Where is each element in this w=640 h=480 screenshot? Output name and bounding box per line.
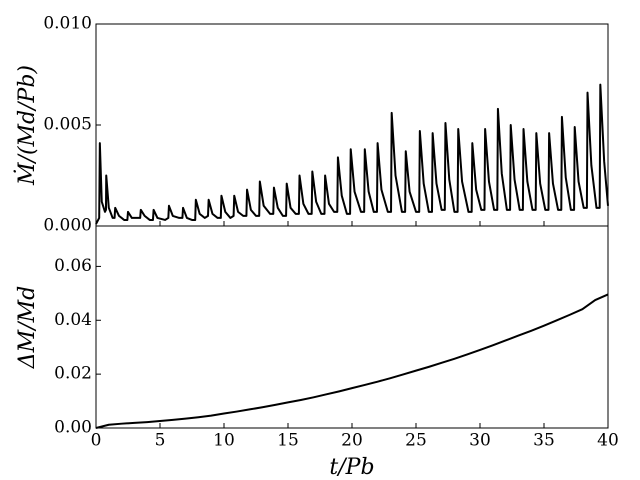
- y-tick-label: 0.000: [43, 216, 92, 236]
- data-line: [95, 83, 609, 225]
- x-axis-label: t/Pb: [329, 455, 374, 480]
- x-tick-label: 25: [405, 431, 427, 451]
- x-tick-label: 10: [213, 431, 235, 451]
- y-tick-label: 0.02: [54, 364, 92, 384]
- y-tick-label: 0.04: [54, 310, 92, 330]
- x-tick-label: 35: [533, 431, 555, 451]
- y-axis-label: Ṁ/(Md/Pb): [13, 65, 40, 186]
- x-tick-label: 30: [469, 431, 491, 451]
- axes-frame: [95, 225, 609, 429]
- axes-frame: [95, 23, 609, 227]
- y-tick-label: 0.010: [43, 14, 92, 34]
- x-tick-label: 15: [277, 431, 299, 451]
- x-tick-label: 40: [597, 431, 619, 451]
- y-tick-label: 0.005: [43, 115, 92, 135]
- y-tick-label: 0.06: [54, 256, 92, 276]
- data-line: [95, 293, 609, 429]
- x-tick-label: 5: [155, 431, 166, 451]
- x-tick-label: 0: [91, 431, 102, 451]
- y-tick-label: 0.00: [54, 418, 92, 438]
- x-tick-label: 20: [341, 431, 363, 451]
- y-axis-label: ΔM/Md: [15, 286, 40, 369]
